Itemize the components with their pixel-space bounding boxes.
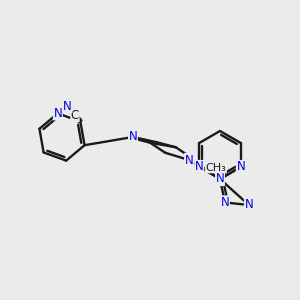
Text: N: N: [63, 100, 72, 113]
Text: N: N: [216, 172, 224, 185]
Text: N: N: [184, 154, 194, 166]
Text: N: N: [53, 107, 62, 120]
Text: N: N: [195, 160, 204, 173]
Text: CH₃: CH₃: [206, 163, 226, 173]
Text: C: C: [71, 109, 79, 122]
Text: N: N: [244, 199, 253, 212]
Text: N: N: [236, 160, 245, 173]
Text: N: N: [220, 196, 230, 209]
Text: N: N: [129, 130, 137, 143]
